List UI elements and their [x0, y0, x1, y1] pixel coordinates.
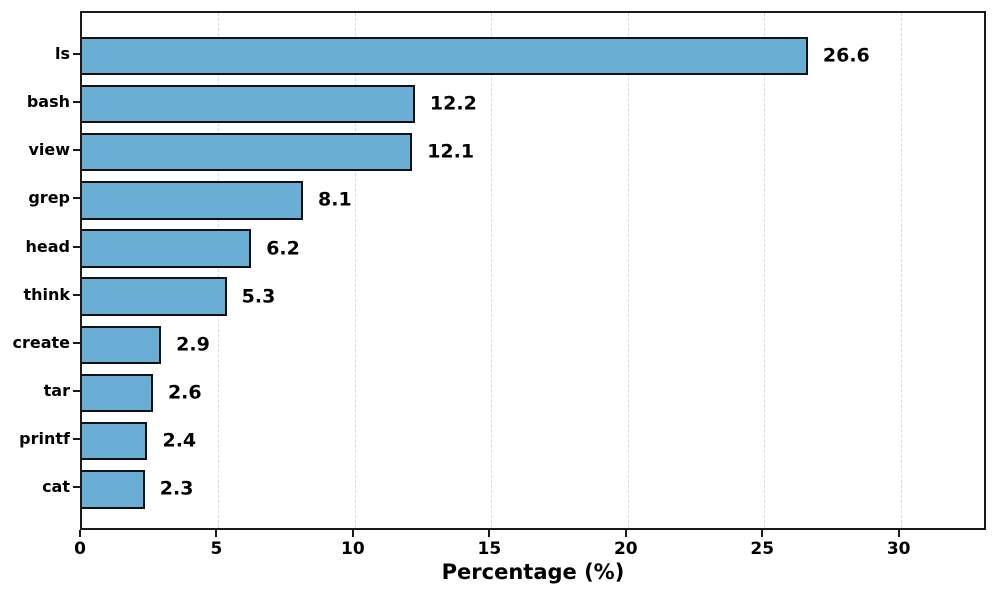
bar-bash: [82, 84, 415, 124]
y-tick-label-create: create: [12, 332, 70, 352]
gridline-x-20: [627, 13, 629, 528]
y-tick-mark: [73, 438, 80, 441]
x-tick-label-5: 5: [210, 539, 223, 559]
bar-value-label: 8.1: [318, 188, 352, 211]
x-tick-mark: [624, 530, 627, 537]
y-tick-mark: [73, 197, 80, 200]
bar-tar: [82, 373, 153, 413]
bar-value-label: 12.2: [429, 92, 477, 115]
bar-head: [82, 229, 252, 268]
x-tick-label-10: 10: [341, 539, 365, 559]
y-tick-label-think: think: [23, 284, 70, 304]
gridline-x-15: [491, 13, 493, 528]
x-tick-label-30: 30: [886, 539, 911, 559]
bar-ls: [82, 36, 808, 76]
y-tick-label-bash: bash: [26, 92, 70, 112]
y-tick-mark: [73, 341, 80, 344]
bar-create: [82, 325, 162, 365]
y-tick-mark: [73, 52, 80, 55]
plot-area: 26.6 12.2 12.1 8.1 6.2 5.3 2.9 2.6 2.4 2.3: [80, 11, 986, 530]
bar-printf: [82, 421, 148, 461]
bar-value-label: 6.2: [266, 237, 300, 260]
x-tick-mark: [761, 530, 764, 537]
y-tick-mark: [73, 101, 80, 104]
y-tick-label-view: view: [28, 140, 70, 160]
y-tick-mark: [73, 389, 80, 392]
y-tick-label-ls: ls: [54, 44, 70, 64]
x-tick-label-20: 20: [613, 539, 638, 559]
x-axis-title: Percentage (%): [441, 560, 625, 584]
x-tick-mark: [488, 530, 491, 537]
bar-value-label: 26.6: [822, 44, 870, 67]
y-tick-mark: [73, 245, 80, 248]
bar-value-label: 2.4: [162, 429, 197, 452]
bar-value-label: 12.1: [427, 140, 475, 163]
y-tick-label-grep: grep: [28, 188, 70, 208]
bar-value-label: 5.3: [241, 285, 276, 308]
gridline-x-25: [764, 13, 766, 528]
x-tick-label-15: 15: [477, 539, 502, 559]
y-tick-label-printf: printf: [19, 429, 70, 449]
y-tick-mark: [73, 293, 80, 296]
gridline-x-30: [900, 13, 902, 528]
gridline-x-10: [354, 13, 356, 528]
bar-grep: [82, 181, 304, 220]
x-tick-mark: [79, 530, 81, 537]
x-tick-label-0: 0: [74, 539, 86, 559]
y-tick-label-head: head: [25, 236, 71, 256]
y-tick-mark: [73, 486, 80, 489]
x-tick-mark: [897, 530, 900, 537]
bar-value-label: 2.9: [176, 333, 210, 356]
bar-view: [82, 132, 413, 172]
y-tick-mark: [73, 149, 80, 152]
x-tick-label-25: 25: [750, 539, 775, 559]
bar-think: [82, 277, 227, 316]
bar-value-label: 2.6: [167, 381, 202, 404]
x-tick-mark: [215, 530, 218, 537]
bar-value-label: 2.3: [159, 477, 194, 500]
y-tick-label-tar: tar: [43, 381, 70, 401]
bar-cat: [82, 470, 145, 509]
x-tick-mark: [351, 530, 354, 537]
y-tick-label-cat: cat: [42, 477, 70, 497]
gridline-x-5: [218, 13, 220, 528]
